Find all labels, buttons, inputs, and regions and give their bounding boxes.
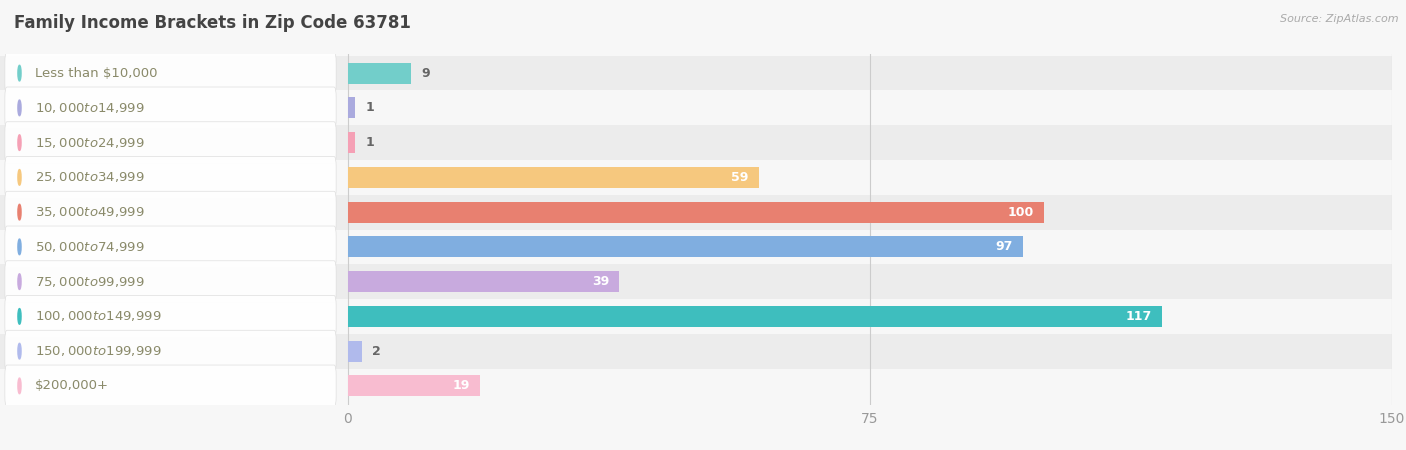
Text: $150,000 to $199,999: $150,000 to $199,999 [35,344,162,358]
Circle shape [18,274,21,289]
Text: 19: 19 [453,379,470,392]
Text: $100,000 to $149,999: $100,000 to $149,999 [35,310,162,324]
Text: 9: 9 [420,67,430,80]
Text: 100: 100 [1007,206,1033,219]
FancyBboxPatch shape [4,157,336,198]
Bar [0,125,1392,160]
Text: 39: 39 [592,275,609,288]
Text: $10,000 to $14,999: $10,000 to $14,999 [35,101,145,115]
Text: Less than $10,000: Less than $10,000 [35,67,157,80]
Text: 117: 117 [1126,310,1152,323]
Text: Family Income Brackets in Zip Code 63781: Family Income Brackets in Zip Code 63781 [14,14,411,32]
FancyBboxPatch shape [4,122,336,163]
FancyBboxPatch shape [4,226,336,268]
Text: $15,000 to $24,999: $15,000 to $24,999 [35,135,145,149]
Bar [0,90,1392,125]
Bar [349,132,354,153]
Bar [349,375,481,396]
Bar [0,195,1392,230]
Circle shape [18,343,21,359]
FancyBboxPatch shape [4,365,336,407]
Circle shape [18,309,21,324]
Bar [349,98,354,118]
Circle shape [18,170,21,185]
Bar [349,167,759,188]
Circle shape [18,378,21,394]
Text: $50,000 to $74,999: $50,000 to $74,999 [35,240,145,254]
Bar [0,160,1392,195]
Text: Source: ZipAtlas.com: Source: ZipAtlas.com [1281,14,1399,23]
Text: $35,000 to $49,999: $35,000 to $49,999 [35,205,145,219]
Text: $200,000+: $200,000+ [35,379,108,392]
Circle shape [18,100,21,116]
Text: 59: 59 [731,171,748,184]
Circle shape [18,239,21,255]
FancyBboxPatch shape [4,330,336,372]
FancyBboxPatch shape [4,191,336,233]
Bar [349,341,361,361]
Text: 2: 2 [373,345,381,358]
FancyBboxPatch shape [4,261,336,302]
Circle shape [18,204,21,220]
Bar [0,56,1392,90]
FancyBboxPatch shape [4,296,336,337]
FancyBboxPatch shape [4,87,336,129]
Bar [349,306,1163,327]
Circle shape [18,135,21,150]
Bar [0,369,1392,403]
Bar [0,264,1392,299]
Text: $75,000 to $99,999: $75,000 to $99,999 [35,274,145,288]
Bar [349,271,620,292]
Bar [349,63,411,84]
Bar [0,299,1392,334]
Bar [349,202,1043,223]
Text: 1: 1 [366,101,374,114]
Bar [0,334,1392,369]
Text: 97: 97 [995,240,1012,253]
FancyBboxPatch shape [4,52,336,94]
Text: 1: 1 [366,136,374,149]
Circle shape [18,65,21,81]
Text: $25,000 to $34,999: $25,000 to $34,999 [35,171,145,184]
Bar [0,230,1392,264]
Bar [349,236,1024,257]
